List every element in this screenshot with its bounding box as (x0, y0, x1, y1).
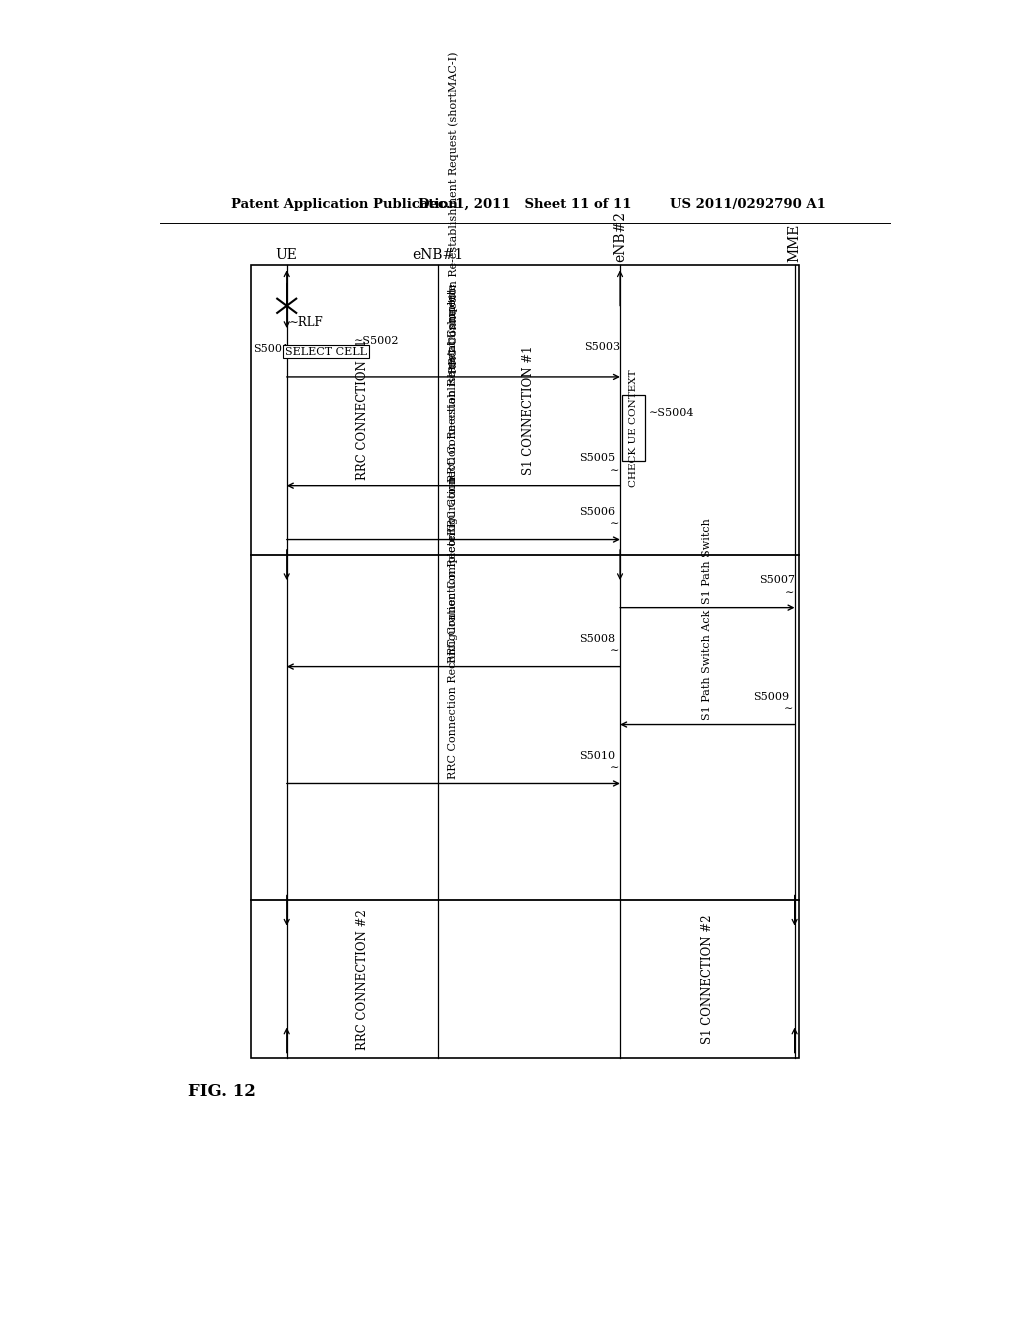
Text: S5003: S5003 (585, 342, 621, 351)
Text: ∼: ∼ (784, 705, 794, 714)
Text: RRC Connection Re-establishment Complete: RRC Connection Re-establishment Complete (449, 284, 459, 536)
Text: eNB#1: eNB#1 (412, 248, 463, 263)
Text: S5005: S5005 (579, 453, 614, 463)
Text: RRC Connection Reconfiguration: RRC Connection Reconfiguration (449, 475, 459, 663)
Text: RRC CONNECTION #1: RRC CONNECTION #1 (355, 339, 369, 480)
Text: ∼: ∼ (785, 587, 795, 598)
Text: ∼: ∼ (609, 519, 620, 529)
Text: RRC Connection Re-establishment Request (shortMAC-I): RRC Connection Re-establishment Request … (449, 51, 459, 372)
Text: S5009: S5009 (754, 692, 790, 702)
Text: ∼RLF: ∼RLF (289, 315, 324, 329)
Text: ∼: ∼ (609, 647, 620, 656)
Text: S5006: S5006 (579, 507, 614, 517)
Text: S1 Path Switch: S1 Path Switch (702, 517, 713, 603)
Text: Patent Application Publication: Patent Application Publication (231, 198, 458, 211)
Text: MME: MME (787, 223, 802, 263)
Text: S5007: S5007 (759, 576, 795, 585)
Text: US 2011/0292790 A1: US 2011/0292790 A1 (671, 198, 826, 211)
Bar (251, 265, 799, 1057)
Text: S1 CONNECTION #2: S1 CONNECTION #2 (700, 915, 714, 1044)
Text: S5010: S5010 (579, 751, 614, 762)
Text: S5008: S5008 (579, 634, 614, 644)
Text: RRC Connection Re-establishment: RRC Connection Re-establishment (449, 288, 459, 482)
Text: ∼S5002: ∼S5002 (354, 337, 399, 346)
Text: FIG. 12: FIG. 12 (187, 1082, 255, 1100)
Bar (623, 395, 645, 461)
Text: SELECT CELL: SELECT CELL (285, 347, 368, 356)
Text: S1 CONNECTION #1: S1 CONNECTION #1 (522, 346, 536, 475)
Text: S1 Path Switch Ack: S1 Path Switch Ack (702, 610, 713, 721)
Text: RRC Connection Reconfiguration Complete: RRC Connection Reconfiguration Complete (449, 535, 459, 779)
Text: Dec. 1, 2011   Sheet 11 of 11: Dec. 1, 2011 Sheet 11 of 11 (418, 198, 632, 211)
Text: CHECK UE CONTEXT: CHECK UE CONTEXT (629, 368, 638, 487)
Text: ∼: ∼ (609, 763, 620, 774)
Text: RRC CONNECTION #2: RRC CONNECTION #2 (355, 908, 369, 1049)
Text: ∼: ∼ (609, 466, 620, 475)
Text: S5001: S5001 (253, 345, 290, 354)
Text: ∼S5004: ∼S5004 (648, 408, 694, 417)
Text: UE: UE (275, 248, 298, 263)
Text: eNB#2: eNB#2 (613, 211, 627, 263)
